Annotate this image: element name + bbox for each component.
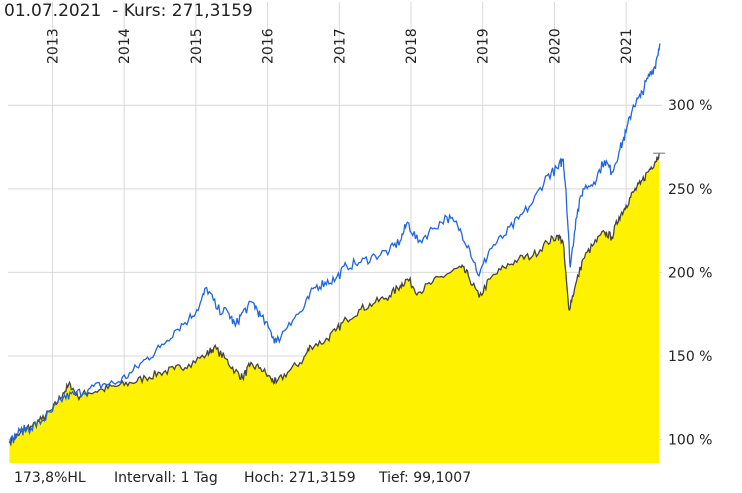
main-series-area: [9, 153, 660, 463]
comparison-series-line: [8, 43, 661, 444]
y-tick-label: 150 %: [668, 349, 712, 365]
y-axis-labels: 100 % 150 % 200 % 250 % 300 %: [668, 98, 712, 448]
high-value: Hoch: 271,3159: [244, 470, 356, 486]
x-tick-label: 2018: [404, 28, 420, 64]
x-tick-label: 2014: [117, 28, 133, 64]
x-tick-label: 2017: [332, 28, 348, 64]
x-tick-label: 2013: [45, 28, 61, 64]
chart-header: 01.07.2021 - Kurs: 271,3159: [4, 1, 253, 21]
x-tick-label: 2016: [261, 28, 277, 64]
x-tick-label: 2020: [547, 28, 563, 64]
y-tick-label: 250 %: [668, 182, 712, 198]
low-value: Tief: 99,1007: [379, 470, 472, 486]
x-axis-labels: 2013 2014 2015 2016 2017 2018 2019 2020 2021: [45, 28, 635, 64]
y-tick-label: 100 %: [668, 433, 712, 449]
x-tick-label: 2015: [189, 28, 205, 64]
kurs-label: - Kurs:: [112, 1, 167, 21]
x-tick-label: 2021: [619, 28, 635, 64]
x-tick-label: 2019: [476, 28, 492, 64]
interval-label: Intervall: 1 Tag: [114, 470, 218, 486]
y-tick-label: 200 %: [668, 265, 712, 281]
y-tick-label: 300 %: [668, 98, 712, 114]
hl-percent: 173,8%HL: [14, 470, 86, 486]
main-series-line: [8, 153, 660, 447]
kurs-value: 271,3159: [171, 1, 253, 21]
